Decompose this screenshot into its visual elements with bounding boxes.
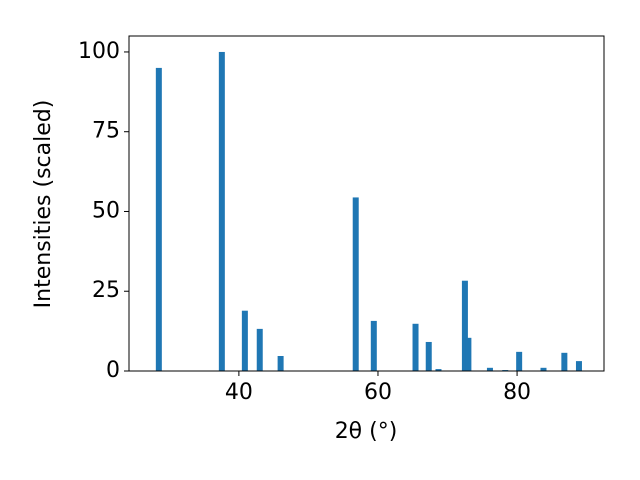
y-tick-label: 75 <box>92 119 120 144</box>
bar <box>277 356 284 371</box>
x-tick-label: 40 <box>225 380 253 405</box>
bar <box>412 323 419 371</box>
bar <box>425 341 432 371</box>
y-tick-label: 0 <box>106 358 120 383</box>
x-tick-label: 60 <box>364 380 392 405</box>
bar <box>561 352 568 371</box>
y-tick-label: 50 <box>92 198 120 223</box>
y-axis-label: Intensities (scaled) <box>31 100 56 309</box>
x-tick-label: 80 <box>503 380 531 405</box>
bar <box>241 310 248 371</box>
bar <box>465 337 472 371</box>
bar <box>155 67 162 372</box>
bar <box>540 367 547 371</box>
bar <box>352 197 359 371</box>
y-tick-label: 100 <box>78 39 120 64</box>
x-axis-label: 2θ (°) <box>335 419 398 444</box>
bar <box>461 280 468 371</box>
bar <box>435 369 442 371</box>
bar <box>370 320 377 371</box>
bar <box>486 367 493 371</box>
bar <box>516 351 523 371</box>
y-tick-label: 25 <box>92 278 120 303</box>
plot-frame <box>128 35 605 372</box>
bar <box>218 51 225 371</box>
bar <box>575 361 582 371</box>
bar <box>256 328 263 371</box>
